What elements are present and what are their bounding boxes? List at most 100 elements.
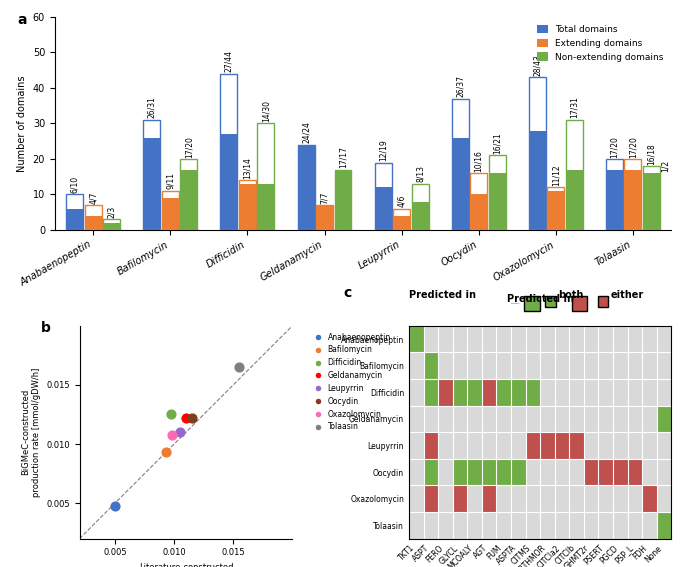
Point bbox=[175, 428, 186, 437]
Bar bbox=[103, 219, 121, 230]
Bar bbox=[316, 205, 333, 230]
Bar bbox=[412, 184, 429, 230]
Bar bbox=[643, 173, 660, 230]
Bar bbox=[624, 170, 641, 230]
Text: 16/18: 16/18 bbox=[647, 143, 656, 164]
Bar bbox=[316, 205, 333, 230]
Bar bbox=[258, 184, 275, 230]
Bar bbox=[143, 138, 160, 230]
Bar bbox=[412, 201, 429, 230]
Text: 9/11: 9/11 bbox=[166, 172, 175, 189]
Text: 17/17: 17/17 bbox=[338, 146, 347, 168]
Bar bbox=[451, 138, 469, 230]
Bar bbox=[643, 166, 660, 230]
Bar bbox=[85, 205, 102, 230]
Bar bbox=[606, 170, 623, 230]
Bar bbox=[547, 191, 564, 230]
Text: 2/3: 2/3 bbox=[108, 206, 116, 218]
Bar bbox=[162, 198, 179, 230]
Point bbox=[166, 430, 177, 439]
Text: 17/20: 17/20 bbox=[610, 136, 619, 158]
Text: 26/31: 26/31 bbox=[147, 96, 156, 119]
Text: 24/24: 24/24 bbox=[301, 121, 310, 143]
Bar bbox=[334, 170, 351, 230]
Text: 10/16: 10/16 bbox=[474, 150, 483, 172]
Bar bbox=[470, 173, 487, 230]
Bar bbox=[451, 138, 469, 230]
Point bbox=[186, 413, 197, 422]
Text: Predicted in: Predicted in bbox=[511, 303, 519, 304]
Text: 6/10: 6/10 bbox=[71, 176, 79, 193]
Point bbox=[110, 501, 121, 510]
Bar bbox=[297, 145, 314, 230]
Bar bbox=[258, 124, 275, 230]
Bar bbox=[239, 184, 256, 230]
Bar bbox=[85, 215, 102, 230]
FancyBboxPatch shape bbox=[571, 296, 587, 311]
Text: 16/21: 16/21 bbox=[493, 132, 501, 154]
Bar bbox=[180, 170, 197, 230]
Text: 17/20: 17/20 bbox=[628, 136, 637, 158]
Bar bbox=[624, 170, 641, 230]
Bar bbox=[488, 173, 506, 230]
Bar bbox=[258, 184, 275, 230]
Text: 27/44: 27/44 bbox=[225, 50, 234, 73]
Text: a: a bbox=[18, 12, 27, 27]
Text: 13/14: 13/14 bbox=[243, 157, 252, 179]
Bar bbox=[566, 120, 583, 230]
Bar bbox=[297, 145, 314, 230]
Point bbox=[165, 410, 176, 419]
Bar bbox=[66, 209, 84, 230]
Bar bbox=[451, 99, 469, 230]
Text: b: b bbox=[41, 321, 51, 336]
Bar bbox=[162, 191, 179, 230]
Bar bbox=[221, 134, 238, 230]
Bar bbox=[221, 134, 238, 230]
Text: 14/30: 14/30 bbox=[262, 100, 271, 122]
Bar bbox=[470, 194, 487, 230]
Bar bbox=[624, 159, 641, 230]
Bar bbox=[529, 77, 546, 230]
Text: 26/37: 26/37 bbox=[456, 75, 464, 97]
Bar bbox=[566, 170, 583, 230]
Text: 4/7: 4/7 bbox=[89, 191, 98, 204]
Bar bbox=[547, 187, 564, 230]
Bar bbox=[221, 74, 238, 230]
Bar bbox=[643, 173, 660, 230]
Bar bbox=[316, 205, 333, 230]
Text: 17/31: 17/31 bbox=[570, 96, 579, 119]
Bar bbox=[334, 170, 351, 230]
Text: Predicted in: Predicted in bbox=[507, 294, 573, 304]
Text: both: both bbox=[558, 290, 584, 300]
Bar bbox=[606, 159, 623, 230]
Text: Predicted in: Predicted in bbox=[409, 290, 476, 300]
Bar bbox=[66, 194, 84, 230]
Bar bbox=[488, 173, 506, 230]
Bar bbox=[239, 180, 256, 230]
Bar bbox=[66, 209, 84, 230]
Bar bbox=[393, 215, 410, 230]
Y-axis label: Number of domains: Number of domains bbox=[17, 75, 27, 172]
FancyBboxPatch shape bbox=[525, 296, 540, 311]
Bar bbox=[375, 187, 392, 230]
Bar bbox=[143, 120, 160, 230]
Text: 11/12: 11/12 bbox=[551, 164, 560, 186]
Text: 8/13: 8/13 bbox=[416, 166, 425, 183]
Bar bbox=[143, 138, 160, 230]
Bar bbox=[566, 170, 583, 230]
Bar bbox=[334, 170, 351, 230]
Legend: Total domains, Extending domains, Non-extending domains: Total domains, Extending domains, Non-ex… bbox=[533, 22, 667, 65]
Bar bbox=[297, 145, 314, 230]
Bar bbox=[529, 130, 546, 230]
Point bbox=[180, 413, 191, 422]
FancyBboxPatch shape bbox=[545, 295, 556, 307]
Point bbox=[160, 448, 171, 457]
Bar bbox=[239, 184, 256, 230]
Bar bbox=[547, 191, 564, 230]
Bar bbox=[529, 130, 546, 230]
Text: 1/2: 1/2 bbox=[660, 159, 669, 172]
Bar bbox=[606, 170, 623, 230]
Bar bbox=[375, 163, 392, 230]
FancyBboxPatch shape bbox=[598, 295, 608, 307]
Text: 17/20: 17/20 bbox=[184, 136, 193, 158]
